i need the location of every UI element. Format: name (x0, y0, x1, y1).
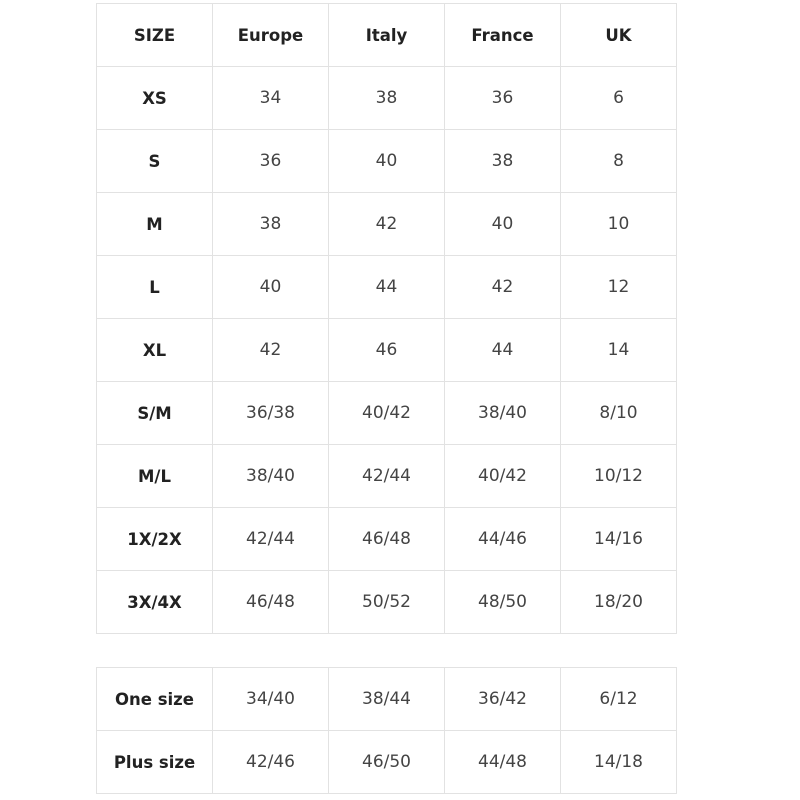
table-row: S 36 40 38 8 (96, 129, 677, 193)
size-value-cell: 46/50 (328, 730, 445, 794)
size-value-cell: 36/42 (444, 667, 561, 731)
size-value-cell: 14/16 (560, 507, 677, 571)
size-chart-table: SIZE Europe Italy France UK XS 34 38 36 6 S 36 40 38 8… (96, 3, 677, 634)
size-value-cell: 40/42 (444, 444, 561, 508)
column-header: Italy (328, 3, 445, 67)
size-value-cell: 42 (212, 318, 329, 382)
size-label-cell: One size (96, 667, 213, 731)
size-value-cell: 44/48 (444, 730, 561, 794)
table-row: M/L 38/40 42/44 40/42 10/12 (96, 444, 677, 508)
size-value-cell: 46/48 (212, 570, 329, 634)
size-value-cell: 40 (212, 255, 329, 319)
size-value-cell: 50/52 (328, 570, 445, 634)
size-value-cell: 38/40 (212, 444, 329, 508)
size-label-cell: 1X/2X (96, 507, 213, 571)
size-label-cell: M (96, 192, 213, 256)
table-row: 3X/4X 46/48 50/52 48/50 18/20 (96, 570, 677, 634)
size-value-cell: 36/38 (212, 381, 329, 445)
size-value-cell: 40 (444, 192, 561, 256)
header-row: SIZE Europe Italy France UK (96, 3, 677, 67)
size-value-cell: 40/42 (328, 381, 445, 445)
size-value-cell: 8/10 (560, 381, 677, 445)
size-value-cell: 40 (328, 129, 445, 193)
table-row: XL 42 46 44 14 (96, 318, 677, 382)
size-label-cell: M/L (96, 444, 213, 508)
column-header: UK (560, 3, 677, 67)
size-label-cell: Plus size (96, 730, 213, 794)
size-value-cell: 46/48 (328, 507, 445, 571)
size-value-cell: 44/46 (444, 507, 561, 571)
size-value-cell: 42/44 (212, 507, 329, 571)
column-header: France (444, 3, 561, 67)
size-value-cell: 18/20 (560, 570, 677, 634)
table-row: S/M 36/38 40/42 38/40 8/10 (96, 381, 677, 445)
table-row: L 40 44 42 12 (96, 255, 677, 319)
size-value-cell: 38/40 (444, 381, 561, 445)
size-value-cell: 42/44 (328, 444, 445, 508)
table-row: 1X/2X 42/44 46/48 44/46 14/16 (96, 507, 677, 571)
size-value-cell: 8 (560, 129, 677, 193)
size-value-cell: 38 (328, 66, 445, 130)
size-label-cell: L (96, 255, 213, 319)
size-label-cell: XL (96, 318, 213, 382)
table-row: Plus size 42/46 46/50 44/48 14/18 (96, 730, 677, 794)
size-value-cell: 36 (212, 129, 329, 193)
size-value-cell: 38/44 (328, 667, 445, 731)
size-value-cell: 6 (560, 66, 677, 130)
size-value-cell: 42 (444, 255, 561, 319)
column-header: Europe (212, 3, 329, 67)
table-row: M 38 42 40 10 (96, 192, 677, 256)
size-value-cell: 36 (444, 66, 561, 130)
size-value-cell: 14 (560, 318, 677, 382)
size-value-cell: 44 (328, 255, 445, 319)
size-value-cell: 6/12 (560, 667, 677, 731)
size-value-cell: 10 (560, 192, 677, 256)
table-row: One size 34/40 38/44 36/42 6/12 (96, 667, 677, 731)
size-label-cell: S/M (96, 381, 213, 445)
special-sizes-table: One size 34/40 38/44 36/42 6/12 Plus size 42/4… (96, 667, 677, 794)
size-label-cell: S (96, 129, 213, 193)
column-header: SIZE (96, 3, 213, 67)
size-value-cell: 12 (560, 255, 677, 319)
size-value-cell: 44 (444, 318, 561, 382)
size-value-cell: 14/18 (560, 730, 677, 794)
table-row: XS 34 38 36 6 (96, 66, 677, 130)
size-value-cell: 48/50 (444, 570, 561, 634)
size-value-cell: 46 (328, 318, 445, 382)
size-label-cell: 3X/4X (96, 570, 213, 634)
size-value-cell: 38 (212, 192, 329, 256)
size-value-cell: 38 (444, 129, 561, 193)
size-value-cell: 34/40 (212, 667, 329, 731)
size-value-cell: 10/12 (560, 444, 677, 508)
size-value-cell: 42 (328, 192, 445, 256)
size-value-cell: 42/46 (212, 730, 329, 794)
size-value-cell: 34 (212, 66, 329, 130)
size-label-cell: XS (96, 66, 213, 130)
